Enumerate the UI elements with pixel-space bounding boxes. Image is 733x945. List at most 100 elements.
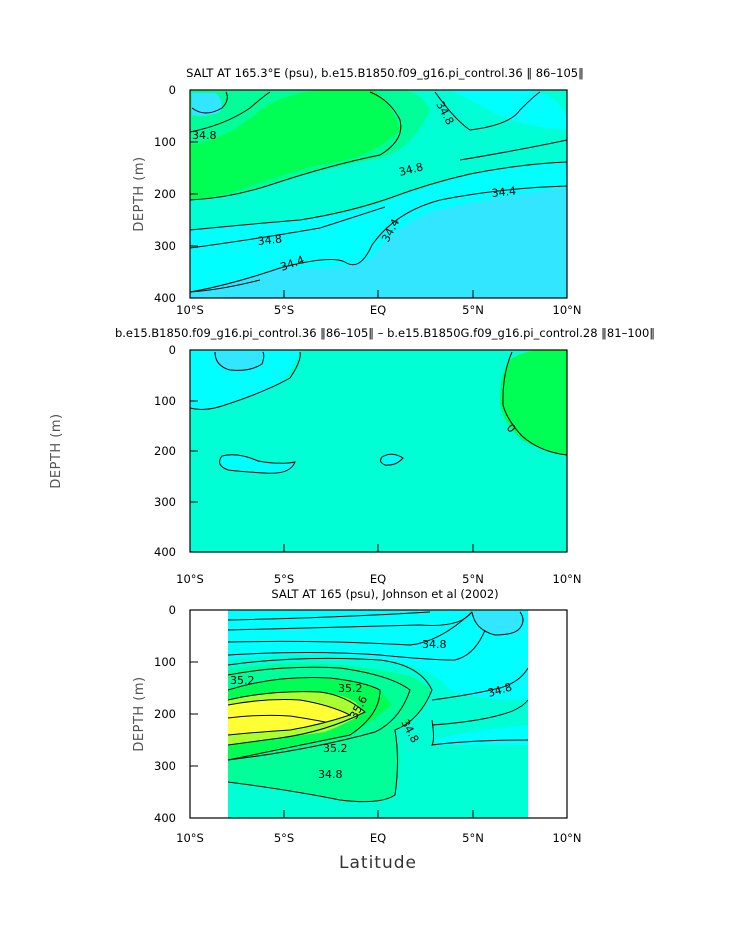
contour-line (214, 351, 265, 371)
fill-region (228, 699, 350, 735)
ytick-label: 0 (169, 343, 176, 357)
contour-line (227, 699, 352, 736)
ytick-label: 100 (154, 655, 176, 669)
contour-line (227, 691, 366, 746)
contour-label: 34.4 (491, 184, 517, 199)
x-axis-title: Latitude (339, 853, 417, 873)
xtick-label: EQ (370, 303, 386, 317)
xtick-label: 5°S (274, 831, 294, 845)
contour-line (431, 719, 529, 746)
contour-line (471, 611, 524, 636)
contour-line (189, 206, 386, 249)
fill-region (190, 90, 400, 200)
contour-line (189, 161, 568, 231)
panel-2-ylabel: DEPTH (m) (49, 413, 64, 488)
xtick-label: 10°N (553, 572, 582, 586)
contour-label: 34.8 (398, 160, 425, 179)
panel-3-ylabel: DEPTH (m) (132, 676, 147, 751)
contour-line (434, 91, 541, 131)
ytick-label: 100 (154, 394, 176, 408)
contour-line (227, 629, 486, 661)
xtick-label: 10°S (176, 303, 204, 317)
ytick-label: 300 (154, 759, 176, 773)
contour-line (459, 139, 568, 161)
contour-label: 34.8 (318, 768, 343, 781)
contour-line (227, 677, 381, 761)
contour-line (227, 714, 326, 723)
contour-line (219, 454, 296, 474)
contour-label: 35.2 (323, 742, 348, 755)
panel-2-yticks: 0 100 200 300 400 (154, 343, 176, 559)
contour-line (189, 91, 402, 201)
contour-line (191, 91, 228, 114)
fill-region (192, 93, 222, 116)
panel-1-fills (190, 90, 567, 298)
contour-label: 34.8 (422, 638, 447, 651)
panel-3-fills (228, 610, 528, 818)
panel-1-ylabel: DEPTH (m) (132, 156, 147, 231)
contour-line (227, 666, 411, 761)
panel-2-xticks: 10°S 5°S EQ 5°N 10°N (176, 572, 581, 586)
fill-region (219, 454, 295, 474)
panel-3-ticks (189, 609, 568, 819)
contour-line (227, 611, 473, 631)
ytick-label: 200 (154, 707, 176, 721)
xtick-label: EQ (370, 831, 386, 845)
panel-2-fills (190, 350, 567, 552)
contour-label: 35.2 (230, 674, 255, 687)
fill-region (450, 90, 567, 130)
contour-label: 35.2 (338, 682, 363, 695)
ytick-label: 300 (154, 239, 176, 253)
contour-line (431, 699, 529, 726)
ytick-label: 300 (154, 495, 176, 509)
fill-region (472, 612, 523, 635)
contour-line (431, 667, 529, 701)
panel-3-yticks: 0 100 200 300 400 (154, 603, 176, 825)
xtick-label: 5°S (274, 303, 294, 317)
panel-1-title: SALT AT 165.3°E (psu), b.e15.B1850.f09_g… (186, 66, 584, 80)
contour-line (380, 453, 404, 466)
panel-1-ticks (189, 89, 568, 299)
contour-line (189, 185, 568, 293)
xtick-label: 5°S (274, 572, 294, 586)
ytick-label: 200 (154, 444, 176, 458)
xtick-label: EQ (370, 572, 386, 586)
contour-line (189, 91, 271, 133)
xtick-label: 5°N (462, 303, 484, 317)
panel-3-xticks: 10°S 5°S EQ 5°N 10°N (176, 831, 581, 845)
ytick-label: 200 (154, 187, 176, 201)
xtick-label: 5°N (462, 831, 484, 845)
ytick-label: 400 (154, 291, 176, 305)
panel-2-ticks (189, 349, 568, 553)
contour-label: 34.8 (192, 129, 217, 142)
contour-label: 34.8 (257, 232, 283, 247)
xtick-label: 10°N (553, 303, 582, 317)
contour-line (227, 611, 473, 646)
panel-3: SALT AT 165 (psu), Johnson et al (2002) (132, 587, 582, 845)
panel-3-title: SALT AT 165 (psu), Johnson et al (2002) (271, 587, 498, 601)
panel-2-contours (189, 351, 568, 474)
panel-1-yticks: 0 100 200 300 400 (154, 83, 176, 305)
ytick-label: 100 (154, 135, 176, 149)
contour-line (227, 611, 431, 621)
fill-region (500, 350, 567, 455)
contour-line (227, 657, 433, 803)
fill-region (190, 350, 300, 410)
panel-1-contours (189, 91, 568, 293)
contour-line (502, 351, 568, 456)
xtick-label: 10°N (553, 831, 582, 845)
contour-line (189, 351, 301, 410)
contour-line (189, 279, 261, 293)
panel-3-contours (227, 611, 529, 803)
ytick-label: 0 (169, 83, 176, 97)
contour-label: 34.8 (486, 681, 513, 700)
ytick-label: 400 (154, 545, 176, 559)
panel-2: b.e15.B1850.f09_g16.pi_control.36 ‖86–10… (49, 326, 655, 586)
panel-1-xticks: 10°S 5°S EQ 5°N 10°N (176, 303, 581, 317)
ytick-label: 0 (169, 603, 176, 617)
xtick-label: 5°N (462, 572, 484, 586)
panel-2-title: b.e15.B1850.f09_g16.pi_control.36 ‖86–10… (115, 326, 655, 340)
xtick-label: 10°S (176, 831, 204, 845)
panel-1: SALT AT 165.3°E (psu), b.e15.B1850.f09_g… (132, 66, 584, 317)
